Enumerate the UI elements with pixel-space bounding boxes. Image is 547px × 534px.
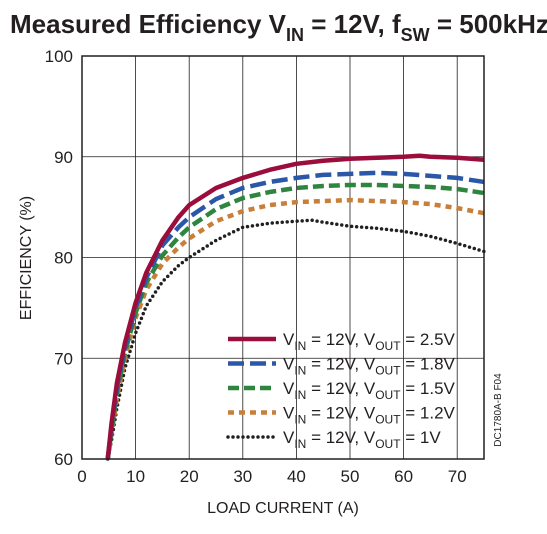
series-line-5 [105,218,486,461]
x-tick-label-0: 0 [77,467,86,486]
legend-label-1: VIN = 12V, VOUT = 2.5V [283,330,456,353]
y-axis-label: EFFICIENCY (%) [18,196,35,320]
y-tick-label-70: 70 [54,349,73,368]
y-tick-label-60: 60 [54,450,73,469]
x-axis-label: LOAD CURRENT (A) [207,500,359,517]
legend-label-2: VIN = 12V, VOUT = 1.8V [283,355,456,378]
grid [82,56,484,459]
series-lines [105,153,486,461]
legend-label-4: VIN = 12V, VOUT = 1.2V [283,404,456,427]
series-line-4 [105,197,485,460]
y-tick-label-80: 80 [54,249,73,268]
series-line-1 [105,153,485,460]
tick-labels: 0 10 20 30 40 50 60 70 60 70 80 90 100 [45,47,467,486]
x-tick-label-50: 50 [341,467,360,486]
figure-id: DC1780A-B F04 [493,373,504,447]
x-tick-label-70: 70 [448,467,467,486]
x-tick-label-20: 20 [180,467,199,486]
x-tick-label-60: 60 [394,467,413,486]
x-tick-label-30: 30 [233,467,252,486]
plot-frame [81,55,485,460]
x-tick-label-40: 40 [287,467,306,486]
y-tick-label-100: 100 [45,47,73,66]
legend-label-3: VIN = 12V, VOUT = 1.5V [283,379,456,402]
y-tick-label-90: 90 [54,148,73,167]
x-tick-label-10: 10 [126,467,145,486]
chart-title: Measured Efficiency VIN = 12V, fSW = 500… [10,9,547,45]
legend-label-5: VIN = 12V, VOUT = 1V [283,428,441,451]
